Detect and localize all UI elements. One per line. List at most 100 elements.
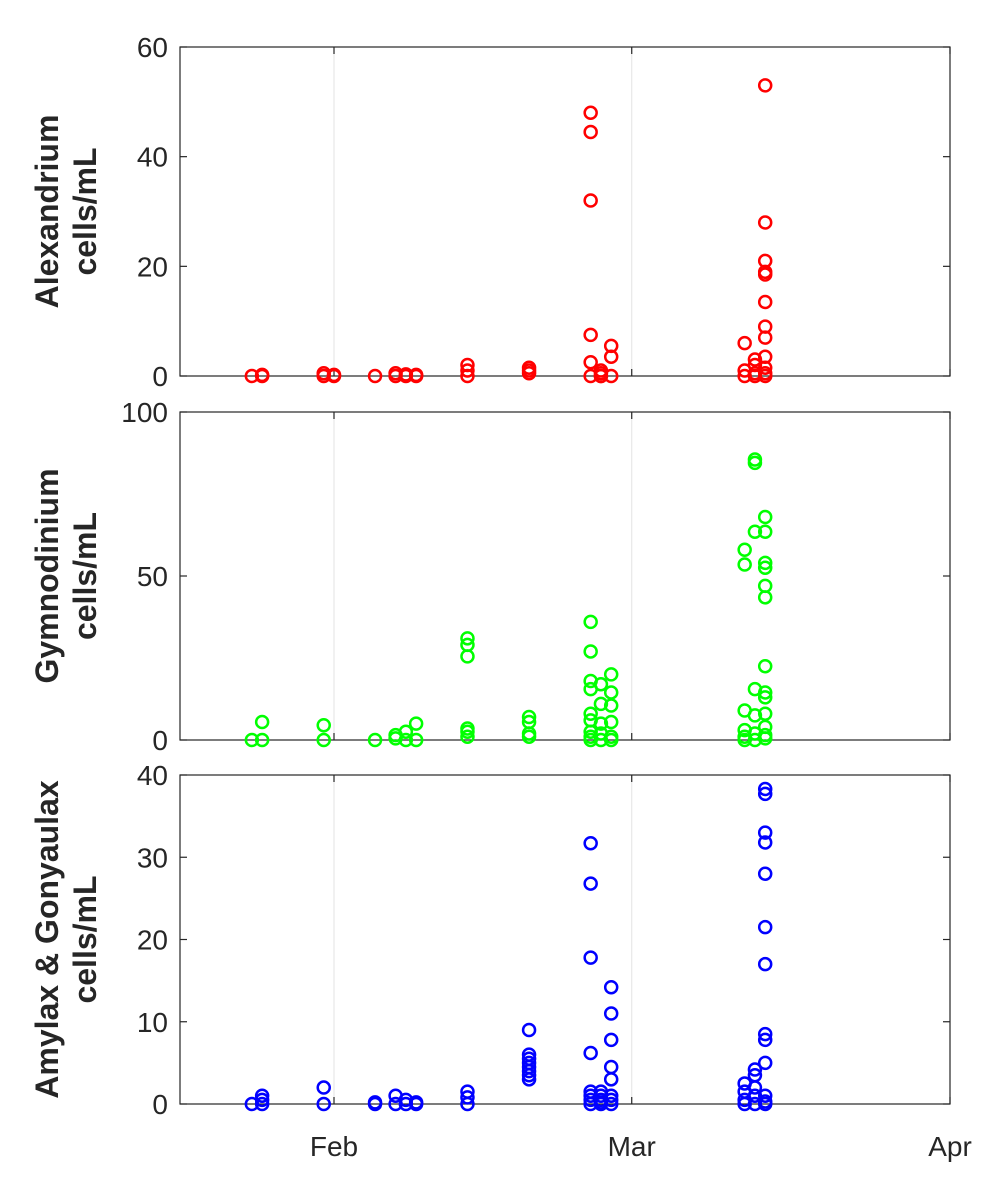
x-tick-label: Apr [928,1131,972,1162]
data-point [603,1059,619,1075]
axes-box [179,46,951,377]
panel-alexandrium: 0 20 40 60 Alexandrium cells/mL [29,32,951,392]
data-point [737,1096,752,1112]
data-point [316,1096,331,1112]
data-point [316,717,331,733]
data-point [757,578,773,594]
data-point [244,732,260,748]
data-point [254,368,270,384]
data-point [757,294,773,310]
data-point [603,714,619,730]
data-point [583,614,598,630]
data-point [593,716,609,731]
data-point [583,644,598,659]
data-point [737,732,752,748]
data-point [603,1096,619,1112]
data-point [737,557,752,572]
data-point [460,729,475,744]
y-tick-label: 60 [137,32,168,63]
data-point [367,368,383,384]
y-axis-title: Gymnodinium [29,468,65,683]
data-point [460,1090,475,1105]
data-point [521,709,537,725]
data-point [757,835,773,850]
data-point [583,1045,598,1061]
data-point [603,698,619,713]
data-point [583,950,598,965]
y-tick-label: 30 [137,842,168,873]
data-point [460,357,475,373]
data-point [747,1080,763,1095]
y-axis-title: Amylax & Gonyaulax [29,780,65,1099]
data-point [583,724,598,740]
data-point [244,368,260,384]
x-tick-label: Mar [608,1131,656,1162]
y-axis-title: Alexandrium [29,115,65,309]
y-tick-label: 50 [137,561,168,592]
data-point [757,330,773,345]
y-axis-title: cells/mL [67,875,103,1003]
data-point [408,732,424,748]
data-point [747,708,763,723]
data-point [254,1096,270,1112]
y-tick-label: 0 [152,361,168,392]
data-point [398,724,414,740]
data-point [603,979,619,995]
data-point [460,724,475,740]
data-point [521,1067,537,1083]
data-point [460,363,475,378]
y-tick-label: 0 [152,725,168,756]
data-point [367,1095,383,1110]
data-point [521,1022,537,1038]
data-point [521,360,537,376]
axes-box [179,774,951,1105]
data-point [583,732,598,748]
data-point [757,731,773,746]
data-point [757,690,773,705]
data-point [398,367,414,382]
data-point [757,509,773,525]
data-point [593,676,609,692]
data-point [603,732,619,748]
y-tick-label: 40 [137,760,168,791]
data-point [603,1072,619,1087]
data-point [398,1096,414,1112]
data-point [603,338,619,354]
data-point [583,706,598,722]
data-point [757,1096,773,1112]
data-point [603,1092,619,1108]
data-point [254,1092,270,1108]
data-point [747,455,763,471]
data-point [521,1063,537,1079]
data-point [408,716,424,731]
data-point [737,542,752,558]
data-point [747,524,763,539]
data-point [757,658,773,674]
panel-amylax-gonyaulax: Feb Mar Apr 0 10 20 30 40 Amylax & Gonyaulax cell… [29,760,972,1162]
data-point [757,866,773,881]
axes-box [179,411,951,741]
data-point [603,1006,619,1021]
data-point [603,1088,619,1104]
data-point [316,1080,331,1095]
data-point [757,78,773,93]
data-point [583,124,598,140]
y-tick-label: 20 [137,251,168,282]
y-tick-label: 10 [137,1007,168,1038]
data-point [583,355,598,370]
data-point [757,368,773,384]
data-point [603,368,619,384]
y-axis-title: cells/mL [67,147,103,275]
data-point [757,781,773,797]
data-point [757,1032,773,1048]
data-point [757,1055,773,1071]
data-point [593,696,609,712]
y-tick-label: 100 [121,397,168,428]
data-point [757,786,773,802]
data-point [583,105,598,121]
data-point [583,327,598,343]
data-point [408,367,424,383]
data-point [583,876,598,891]
data-point [757,825,773,840]
